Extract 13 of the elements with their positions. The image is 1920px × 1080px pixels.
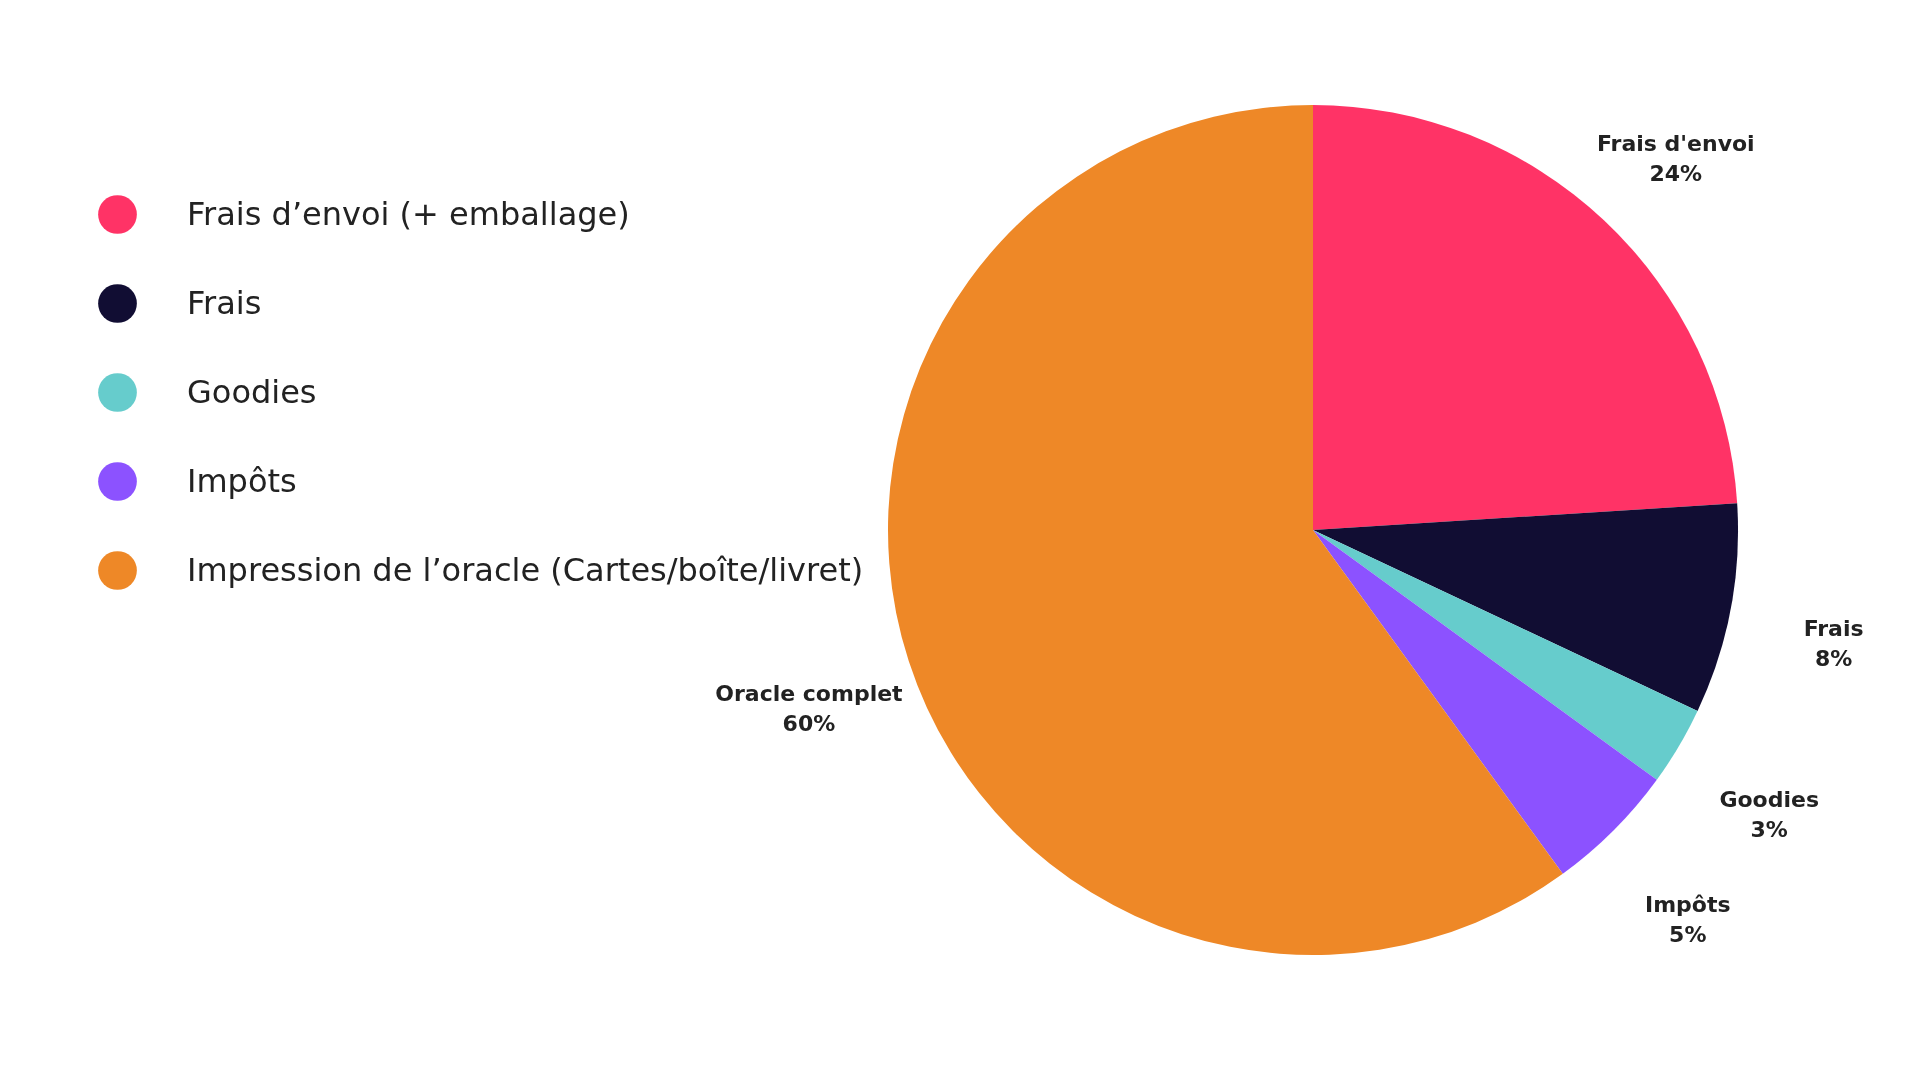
data-label: Frais 8% <box>1803 616 1864 672</box>
legend-label: Frais <box>187 283 262 322</box>
legend-label: Frais d’envoi (+ emballage) <box>187 194 630 233</box>
legend-label: Impression de l’oracle (Cartes/boîte/livret) <box>187 550 864 589</box>
pie-slice <box>1313 503 1738 711</box>
pie-slice <box>1313 530 1657 874</box>
data-label: Oracle complet 60% <box>715 680 904 736</box>
legend-label: Impôts <box>187 461 297 500</box>
legend-label: Goodies <box>187 372 317 411</box>
data-label: Frais d'envoi 24% <box>1596 130 1755 186</box>
data-label: Impôts 5% <box>1644 891 1731 947</box>
pie-slice <box>1313 530 1698 780</box>
data-label: Goodies 3% <box>1719 786 1819 842</box>
